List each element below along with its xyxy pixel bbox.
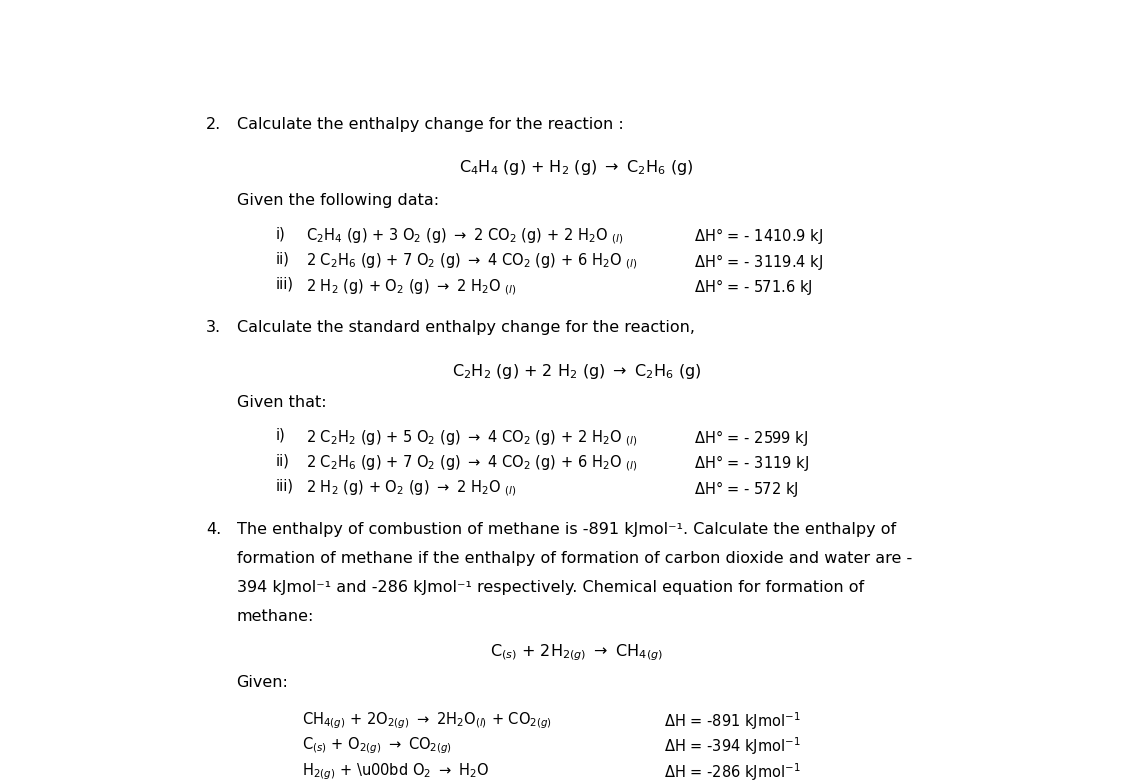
Text: Given:: Given:: [236, 676, 288, 691]
Text: C$_{(s)}$ + 2H$_{2(g)}$ $\rightarrow$ CH$_{4(g)}$: C$_{(s)}$ + 2H$_{2(g)}$ $\rightarrow$ CH…: [490, 642, 663, 662]
Text: The enthalpy of combustion of methane is -891 kJmol⁻¹. Calculate the enthalpy of: The enthalpy of combustion of methane is…: [236, 522, 896, 537]
Text: 2 C$_2$H$_6$ (g) + 7 O$_2$ (g) $\rightarrow$ 4 CO$_2$ (g) + 6 H$_2$O $_{(l)}$: 2 C$_2$H$_6$ (g) + 7 O$_2$ (g) $\rightar…: [306, 453, 638, 473]
Text: ii): ii): [276, 252, 289, 267]
Text: Given the following data:: Given the following data:: [236, 193, 439, 208]
Text: 2 C$_2$H$_2$ (g) + 5 O$_2$ (g) $\rightarrow$ 4 CO$_2$ (g) + 2 H$_2$O $_{(l)}$: 2 C$_2$H$_2$ (g) + 5 O$_2$ (g) $\rightar…: [306, 428, 638, 448]
Text: $\Delta$H = -286 kJmol$^{-1}$: $\Delta$H = -286 kJmol$^{-1}$: [664, 761, 800, 783]
Text: iii): iii): [276, 478, 294, 494]
Text: $\Delta$H° = - 3119 kJ: $\Delta$H° = - 3119 kJ: [694, 453, 809, 474]
Text: $\Delta$H° = - 572 kJ: $\Delta$H° = - 572 kJ: [694, 478, 799, 499]
Text: Given that:: Given that:: [236, 394, 326, 410]
Text: $\Delta$H = -891 kJmol$^{-1}$: $\Delta$H = -891 kJmol$^{-1}$: [664, 710, 800, 732]
Text: ii): ii): [276, 453, 289, 468]
Text: $\Delta$H = -394 kJmol$^{-1}$: $\Delta$H = -394 kJmol$^{-1}$: [664, 736, 800, 757]
Text: $\Delta$H° = - 2599 kJ: $\Delta$H° = - 2599 kJ: [694, 428, 809, 448]
Text: C$_4$H$_4$ (g) + H$_2$ (g) $\rightarrow$ C$_2$H$_6$ (g): C$_4$H$_4$ (g) + H$_2$ (g) $\rightarrow$…: [459, 158, 694, 177]
Text: CH$_{4(g)}$ + 2O$_{2(g)}$ $\rightarrow$ 2H$_2$O$_{(l)}$ + CO$_{2(g)}$: CH$_{4(g)}$ + 2O$_{2(g)}$ $\rightarrow$ …: [302, 710, 552, 731]
Text: i): i): [276, 428, 286, 443]
Text: 4.: 4.: [206, 522, 222, 537]
Text: 2.: 2.: [206, 117, 222, 132]
Text: 3.: 3.: [206, 321, 222, 336]
Text: iii): iii): [276, 277, 294, 292]
Text: C$_2$H$_2$ (g) + 2 H$_2$ (g) $\rightarrow$ C$_2$H$_6$ (g): C$_2$H$_2$ (g) + 2 H$_2$ (g) $\rightarro…: [452, 361, 701, 380]
Text: H$_{2(g)}$ + \u00bd O$_2$ $\rightarrow$ H$_2$O: H$_{2(g)}$ + \u00bd O$_2$ $\rightarrow$ …: [302, 761, 489, 782]
Text: C$_{(s)}$ + O$_{2(g)}$ $\rightarrow$ CO$_{2(g)}$: C$_{(s)}$ + O$_{2(g)}$ $\rightarrow$ CO$…: [302, 736, 452, 757]
Text: 394 kJmol⁻¹ and -286 kJmol⁻¹ respectively. Chemical equation for formation of: 394 kJmol⁻¹ and -286 kJmol⁻¹ respectivel…: [236, 580, 864, 595]
Text: Calculate the standard enthalpy change for the reaction,: Calculate the standard enthalpy change f…: [236, 321, 694, 336]
Text: 2 C$_2$H$_6$ (g) + 7 O$_2$ (g) $\rightarrow$ 4 CO$_2$ (g) + 6 H$_2$O $_{(l)}$: 2 C$_2$H$_6$ (g) + 7 O$_2$ (g) $\rightar…: [306, 252, 638, 271]
Text: C$_2$H$_4$ (g) + 3 O$_2$ (g) $\rightarrow$ 2 CO$_2$ (g) + 2 H$_2$O $_{(l)}$: C$_2$H$_4$ (g) + 3 O$_2$ (g) $\rightarro…: [306, 227, 624, 246]
Text: methane:: methane:: [236, 609, 314, 624]
Text: $\Delta$H° = - 571.6 kJ: $\Delta$H° = - 571.6 kJ: [694, 277, 812, 297]
Text: 2 H$_2$ (g) + O$_2$ (g) $\rightarrow$ 2 H$_2$O $_{(l)}$: 2 H$_2$ (g) + O$_2$ (g) $\rightarrow$ 2 …: [306, 478, 516, 498]
Text: 2 H$_2$ (g) + O$_2$ (g) $\rightarrow$ 2 H$_2$O $_{(l)}$: 2 H$_2$ (g) + O$_2$ (g) $\rightarrow$ 2 …: [306, 277, 516, 296]
Text: formation of methane if the enthalpy of formation of carbon dioxide and water ar: formation of methane if the enthalpy of …: [236, 551, 911, 566]
Text: Calculate the enthalpy change for the reaction :: Calculate the enthalpy change for the re…: [236, 117, 623, 132]
Text: i): i): [276, 227, 286, 241]
Text: $\Delta$H° = - 3119.4 kJ: $\Delta$H° = - 3119.4 kJ: [694, 252, 824, 271]
Text: $\Delta$H° = - 1410.9 kJ: $\Delta$H° = - 1410.9 kJ: [694, 227, 824, 246]
